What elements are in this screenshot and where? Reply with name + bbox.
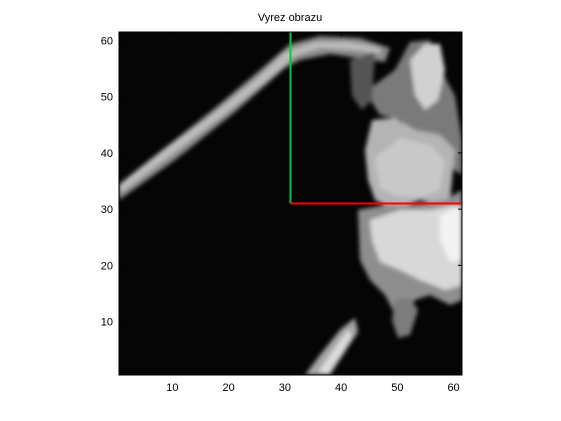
plot-frame (118, 31, 463, 376)
x-tick-label: 40 (335, 382, 347, 394)
overlay-lines (289, 32, 462, 205)
x-tick-label: 20 (223, 382, 235, 394)
y-tick-label: 30 (101, 204, 113, 216)
y-axis: 10 20 30 40 50 60 (101, 35, 462, 329)
x-tick-label: 10 (166, 382, 178, 394)
y-tick-label: 50 (101, 92, 113, 104)
y-tick-label: 60 (101, 35, 113, 47)
x-tick-label: 30 (279, 382, 291, 394)
y-tick-label: 40 (101, 148, 113, 160)
x-tick-label: 50 (391, 382, 403, 394)
x-axis: 10 20 30 40 50 60 (166, 32, 460, 394)
chart-title: Vyrez obrazu (258, 12, 322, 24)
y-tick-label: 10 (101, 317, 113, 329)
x-tick-label: 60 (447, 382, 459, 394)
y-tick-label: 20 (101, 260, 113, 272)
